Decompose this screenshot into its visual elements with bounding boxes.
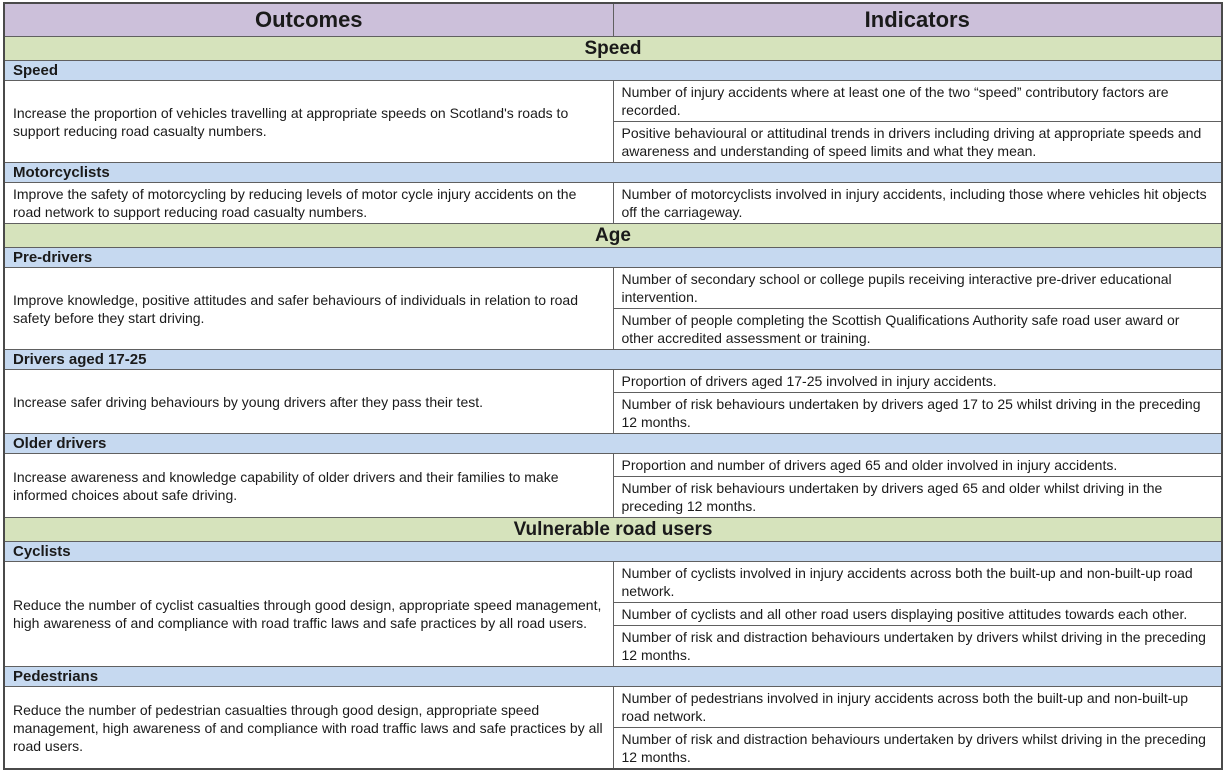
table-row: Positive behavioural or attitudinal tren… [4,121,1223,163]
table-row: Number of risk and distraction behaviour… [4,625,1223,667]
indicator-cell: Number of risk behaviours undertaken by … [612,392,1223,434]
subsection-header-speed: Speed [3,60,1223,81]
table-row: Number of cyclists and all other road us… [4,602,1223,626]
outcome-cell-pedestrians: Reduce the number of pedestrian casualti… [3,686,614,770]
subsection-row-motorcyclists: Motorcyclists [3,162,1223,183]
table-header: Outcomes Indicators [3,2,1223,37]
subsection-header-pre-drivers: Pre-drivers [3,247,1223,268]
table-row: Reduce the number of pedestrian casualti… [3,686,1223,770]
indicator-cell: Number of risk and distraction behaviour… [612,727,1223,770]
subsection-row-speed: Speed [3,60,1223,81]
subsection-header-pedestrians: Pedestrians [3,666,1223,687]
table-row: Reduce the number of cyclist casualties … [3,561,1223,667]
indicator-cell: Proportion and number of drivers aged 65… [612,453,1223,477]
outcome-cell-pre-drivers: Improve knowledge, positive attitudes an… [3,267,614,350]
section-header-age: Age [3,223,1223,248]
indicator-cell: Number of pedestrians involved in injury… [612,686,1223,728]
indicator-cell: Number of cyclists and all other road us… [612,602,1223,626]
indicator-cell: Number of people completing the Scottish… [612,308,1223,350]
indicator-cell: Number of injury accidents where at leas… [612,80,1223,122]
outcome-cell-motorcyclists: Improve the safety of motorcycling by re… [3,182,614,224]
outcome-cell-speed: Increase the proportion of vehicles trav… [3,80,614,163]
subsection-header-motorcyclists: Motorcyclists [3,162,1223,183]
indicator-cell: Number of risk and distraction behaviour… [612,625,1223,667]
outcome-cell-cyclists: Reduce the number of cyclist casualties … [3,561,614,667]
section-row-speed: Speed [3,36,1223,61]
indicator-cell: Number of risk behaviours undertaken by … [612,476,1223,518]
table-row: Increase the proportion of vehicles trav… [3,80,1223,163]
outcome-cell-older-drivers: Increase awareness and knowledge capabil… [3,453,614,518]
subsection-row-pedestrians: Pedestrians [3,666,1223,687]
header-row: Outcomes Indicators [3,2,1223,37]
subsection-row-older-drivers: Older drivers [3,433,1223,454]
indicator-cell: Positive behavioural or attitudinal tren… [612,121,1223,163]
subsection-row-cyclists: Cyclists [3,541,1223,562]
table-row: Number of risk and distraction behaviour… [4,727,1223,770]
outcomes-column-header: Outcomes [3,2,614,37]
table-body: Speed Speed Increase the proportion of veh… [3,36,1223,770]
table-row: Improve the safety of motorcycling by re… [3,182,1223,224]
subsection-header-drivers-aged-17-25: Drivers aged 17-25 [3,349,1223,370]
subsection-row-drivers-aged-17-25: Drivers aged 17-25 [3,349,1223,370]
table-row: Improve knowledge, positive attitudes an… [3,267,1223,350]
indicator-cell: Number of motorcyclists involved in inju… [612,182,1223,224]
section-header-vulnerable-road-users: Vulnerable road users [3,517,1223,542]
table-row: Increase awareness and knowledge capabil… [3,453,1223,518]
subsection-header-cyclists: Cyclists [3,541,1223,562]
table-row: Number of risk behaviours undertaken by … [4,476,1223,518]
table-row: Number of risk behaviours undertaken by … [4,392,1223,434]
section-row-vulnerable-road-users: Vulnerable road users [3,517,1223,542]
indicator-cell: Number of secondary school or college pu… [612,267,1223,309]
outcome-cell-drivers-aged-17-25: Increase safer driving behaviours by you… [3,369,614,434]
indicator-cell: Proportion of drivers aged 17-25 involve… [612,369,1223,393]
outcomes-indicators-table: Outcomes Indicators Speed Speed Increase t… [3,2,1223,770]
section-row-age: Age [3,223,1223,248]
indicator-cell: Number of cyclists involved in injury ac… [612,561,1223,603]
indicators-column-header: Indicators [612,2,1223,37]
table-row: Increase safer driving behaviours by you… [3,369,1223,434]
table-row: Number of people completing the Scottish… [4,308,1223,350]
subsection-header-older-drivers: Older drivers [3,433,1223,454]
subsection-row-pre-drivers: Pre-drivers [3,247,1223,268]
section-header-speed: Speed [3,36,1223,61]
